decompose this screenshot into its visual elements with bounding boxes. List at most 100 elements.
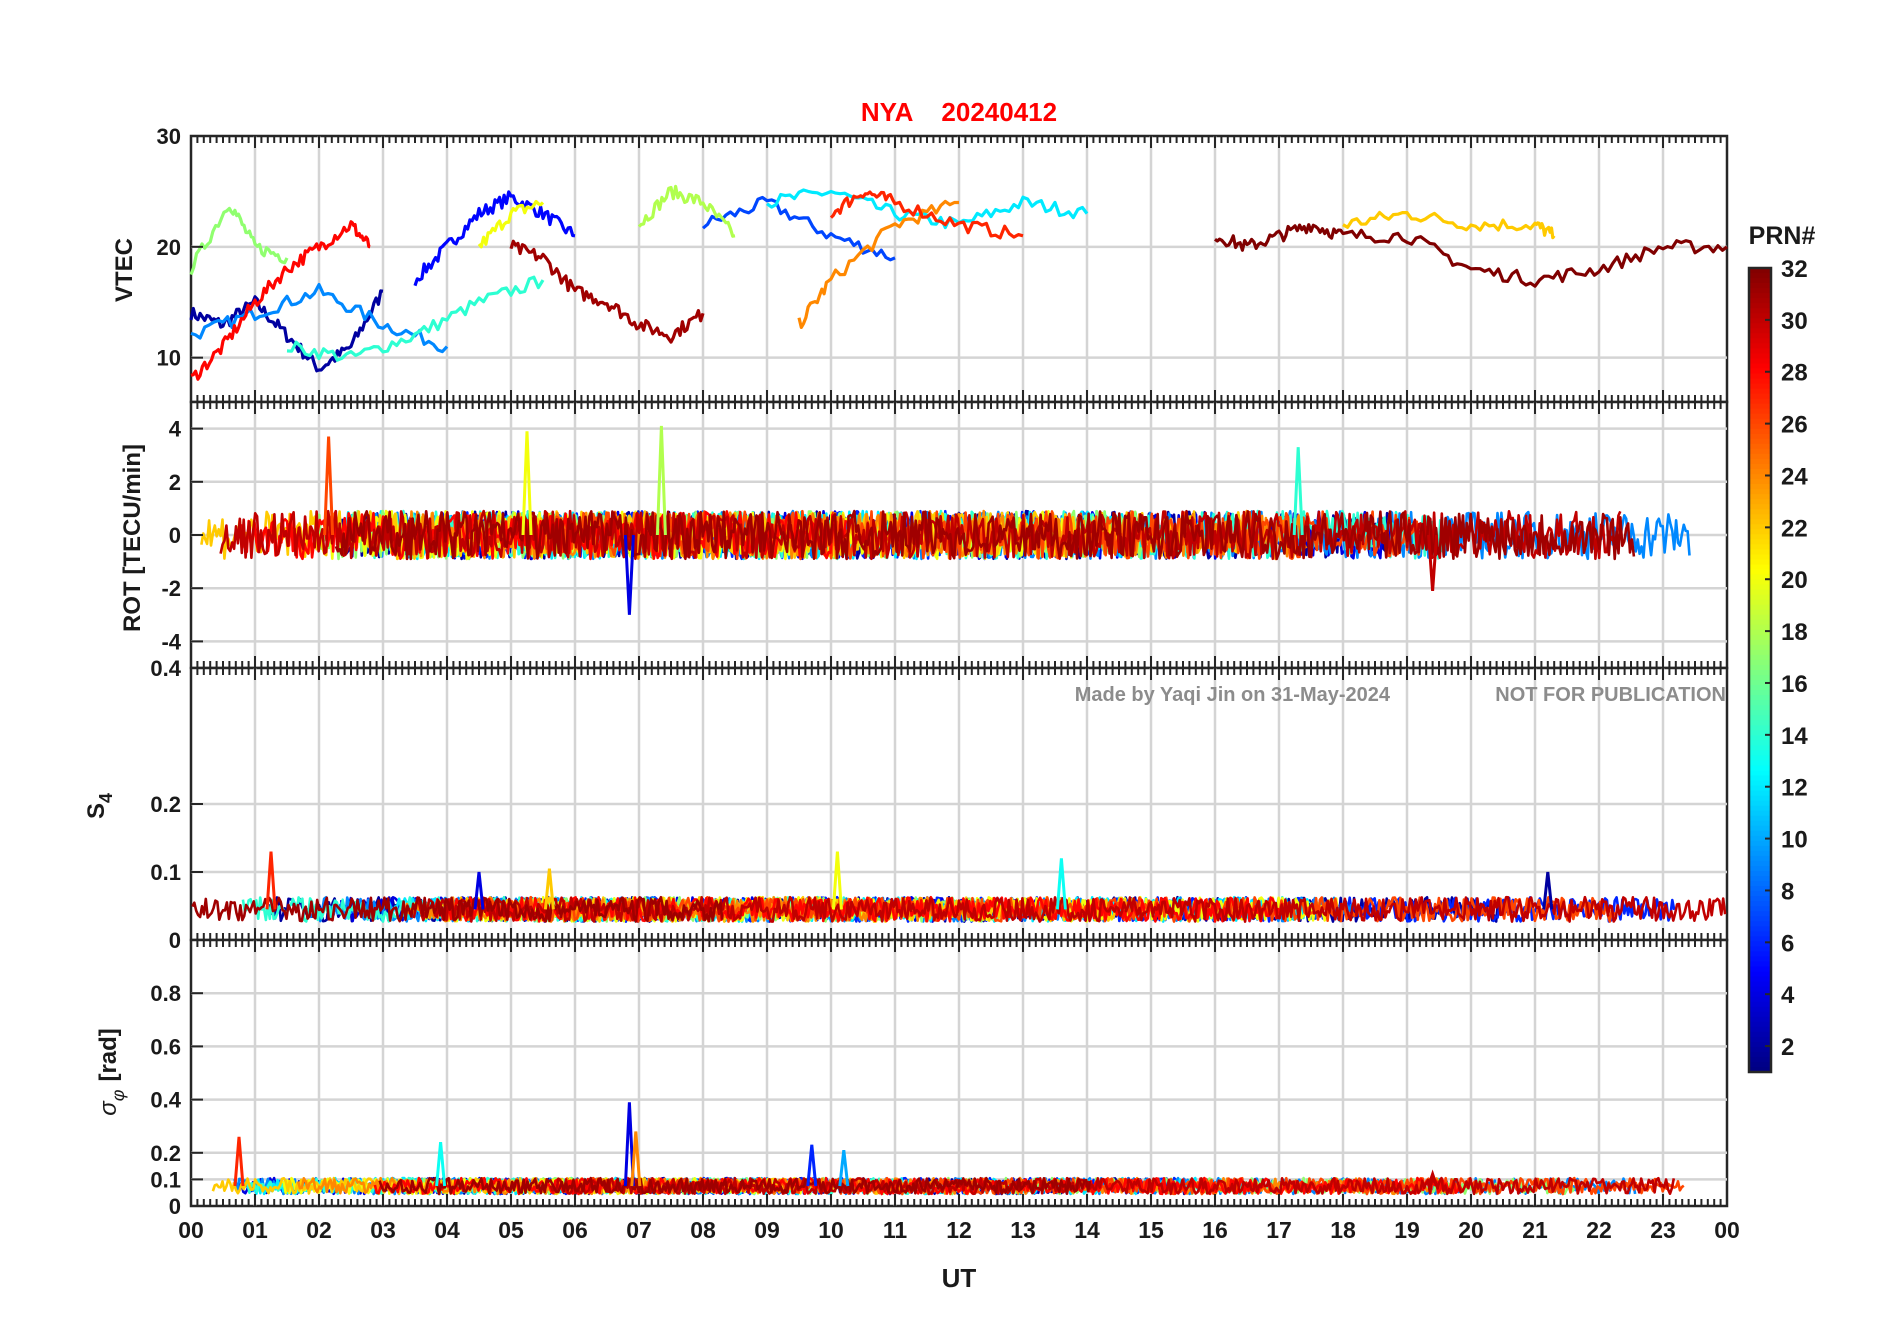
title-station: NYA [861, 97, 914, 127]
colorbar-swatch [1749, 690, 1771, 696]
panel-vtec: 10 20 30 VTEC [111, 124, 1729, 404]
colorbar-swatch [1749, 619, 1771, 626]
colorbar-swatch [1749, 499, 1771, 505]
colorbar-swatch [1749, 413, 1771, 420]
x-tick-label: 18 [1330, 1217, 1356, 1243]
colorbar-label: PRN# [1749, 222, 1816, 250]
colorbar-swatch [1749, 956, 1771, 963]
grid-s4 [191, 668, 1727, 940]
colorbar-swatch [1749, 755, 1771, 762]
series-group-rot [200, 425, 1691, 615]
colorbar-swatch [1749, 961, 1771, 968]
colorbar-swatch [1749, 911, 1771, 917]
colorbar-swatch [1749, 368, 1771, 375]
x-tick-label: 13 [1010, 1217, 1036, 1243]
colorbar-swatch [1749, 298, 1771, 304]
colorbar-swatch [1749, 438, 1771, 445]
colorbar-swatch [1749, 524, 1771, 530]
y-tick-label: 0 [169, 1194, 181, 1219]
colorbar-swatch [1749, 433, 1771, 440]
colorbar-swatch [1749, 383, 1771, 390]
colorbar-swatch [1749, 363, 1771, 370]
y-tick-label: 0.2 [150, 1141, 181, 1166]
colorbar-swatch [1749, 745, 1771, 751]
colorbar-swatch [1749, 614, 1771, 621]
y-tick-label: 10 [157, 346, 181, 371]
colorbar-swatch [1749, 403, 1771, 410]
colorbar-swatch [1749, 986, 1771, 993]
x-tick-label: 06 [562, 1217, 588, 1243]
colorbar-swatch [1749, 519, 1771, 525]
peak-spike-sigma_phi [623, 1102, 635, 1187]
colorbar-swatch [1749, 624, 1771, 631]
colorbar-swatch [1749, 484, 1771, 490]
y-label-s4-sub: 4 [96, 793, 116, 803]
x-tick-label: 22 [1586, 1217, 1612, 1243]
colorbar-swatch [1749, 810, 1771, 817]
colorbar-swatch [1749, 458, 1771, 465]
x-tick-label: 00 [178, 1217, 204, 1243]
y-tick-label: 0.6 [150, 1034, 181, 1059]
colorbar-swatch [1749, 308, 1771, 314]
colorbar-swatch [1749, 448, 1771, 455]
colorbar-swatch [1749, 991, 1771, 998]
colorbar-swatch [1749, 871, 1771, 877]
colorbar-swatch [1749, 474, 1771, 480]
series-group-vtec [189, 184, 1728, 381]
colorbar-swatch [1749, 609, 1771, 616]
peak-spike-s4 [473, 871, 485, 910]
colorbar-swatch [1749, 343, 1771, 349]
y-tick-label: -4 [161, 629, 181, 654]
colorbar-swatch [1749, 685, 1771, 691]
colorbar-swatch [1749, 639, 1771, 646]
panel-rot: -4 -2 0 2 4 ROT [TECU/min] [119, 400, 1729, 670]
colorbar-swatch [1749, 664, 1771, 671]
series-group-sigma-phi [211, 1102, 1685, 1196]
x-tick-label: 04 [434, 1217, 460, 1243]
colorbar-swatch [1749, 323, 1771, 329]
colorbar-swatch [1749, 795, 1771, 802]
colorbar-swatch [1749, 1016, 1771, 1023]
colorbar-tick-label: 10 [1781, 827, 1808, 854]
colorbar-swatch [1749, 594, 1771, 601]
colorbar-swatch [1749, 303, 1771, 309]
colorbar-swatch [1749, 966, 1771, 973]
colorbar-swatch [1749, 825, 1771, 832]
peak-spike-sigma_phi [838, 1149, 850, 1187]
x-tick-labels: 00 01 02 03 04 05 06 07 08 09 10 11 12 13 14 15 16 17 18 19… [178, 1217, 1740, 1243]
colorbar-tick-label: 24 [1781, 463, 1808, 490]
colorbar-swatch [1749, 398, 1771, 405]
colorbar-swatch [1749, 1036, 1771, 1043]
colorbar-tick-label: 22 [1781, 515, 1808, 542]
colorbar-swatch [1749, 313, 1771, 319]
peak-spike-s4 [265, 851, 277, 910]
y-ticks-rot: -4 -2 0 2 4 [161, 417, 203, 654]
colorbar-swatch [1749, 1006, 1771, 1013]
peak-spike-rot [623, 534, 635, 615]
colorbar-swatch [1749, 760, 1771, 767]
series-line-vtec-prn-14 [286, 275, 545, 362]
series-line-rot-prn-31 [334, 509, 1636, 561]
x-tick-label: 14 [1074, 1217, 1100, 1243]
colorbar-swatch [1749, 931, 1771, 937]
x-tick-label: 23 [1650, 1217, 1676, 1243]
x-tick-label: 03 [370, 1217, 396, 1243]
colorbar-swatch [1749, 418, 1771, 425]
colorbar-swatch [1749, 881, 1771, 887]
panel-sigma-phi: 00.10.2 0.4 0.6 0.8 σφ [rad] [95, 938, 1729, 1219]
colorbar-swatch [1749, 941, 1771, 947]
y-label-sigma-unit: [rad] [95, 1028, 122, 1081]
colorbar-swatch [1749, 730, 1771, 736]
peak-spike-s4 [543, 868, 555, 910]
colorbar-swatch [1749, 273, 1771, 279]
panel-s4: 0 0.1 0.2 0.4 S4 [83, 656, 1729, 953]
colorbar-swatch [1749, 876, 1771, 882]
colorbar-swatch [1749, 1066, 1771, 1073]
colorbar-swatch [1749, 750, 1771, 757]
colorbar-swatch [1749, 393, 1771, 400]
colorbar-swatch [1749, 283, 1771, 289]
y-label-rot: ROT [TECU/min] [119, 444, 146, 632]
colorbar-swatch [1749, 634, 1771, 641]
x-tick-label: 12 [946, 1217, 972, 1243]
colorbar-swatch [1749, 855, 1771, 862]
